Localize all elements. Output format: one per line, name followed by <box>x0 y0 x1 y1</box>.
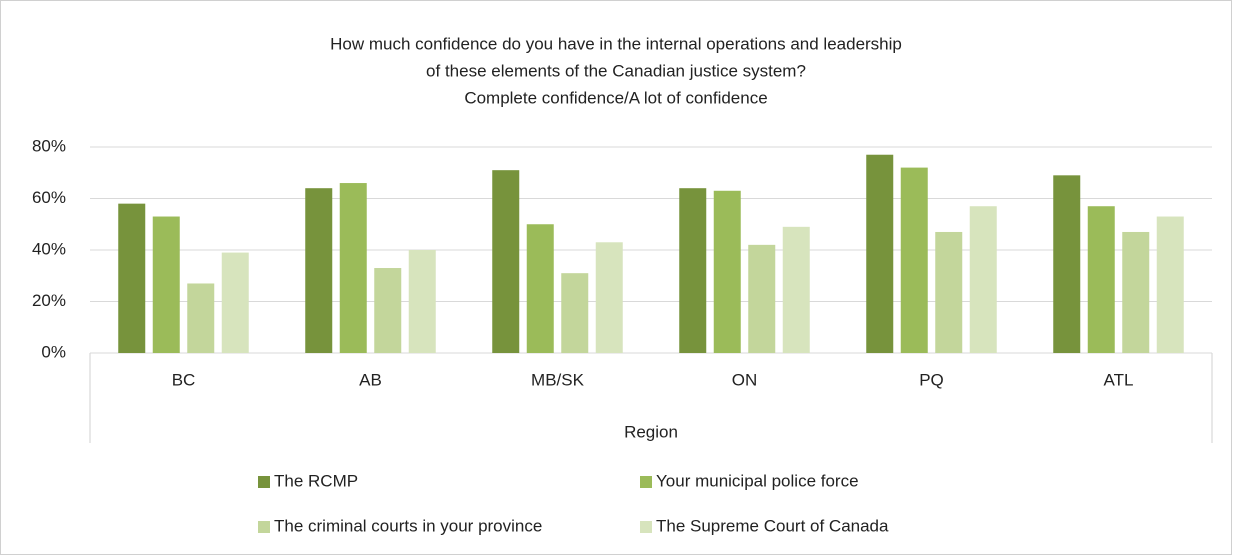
bar <box>1053 175 1081 353</box>
x-tick-label: MB/SK <box>531 370 585 389</box>
legend-swatch <box>640 521 652 533</box>
y-tick-label: 80% <box>32 136 66 155</box>
legend-label: The criminal courts in your province <box>274 516 542 535</box>
bar <box>969 206 997 353</box>
x-tick-label: ATL <box>1104 370 1134 389</box>
bar <box>679 188 707 353</box>
bar <box>595 242 623 353</box>
x-tick-label: PQ <box>919 370 944 389</box>
bar <box>1156 216 1184 353</box>
chart-title: of these elements of the Canadian justic… <box>426 61 806 80</box>
y-tick-label: 60% <box>32 188 66 207</box>
x-axis-label: Region <box>624 422 678 441</box>
legend-label: The RCMP <box>274 471 358 490</box>
bar <box>782 226 810 353</box>
x-tick-label: BC <box>172 370 196 389</box>
legend-label: Your municipal police force <box>656 471 859 490</box>
bar <box>866 154 894 353</box>
bar <box>221 252 249 353</box>
legend-swatch <box>640 476 652 488</box>
y-tick-label: 20% <box>32 291 66 310</box>
bar <box>187 283 215 353</box>
bar <box>118 203 146 353</box>
bar <box>935 231 963 353</box>
bar <box>713 190 741 353</box>
bar <box>305 188 333 353</box>
bar <box>1122 231 1150 353</box>
bar <box>748 244 776 353</box>
bar <box>900 167 928 353</box>
bar <box>408 250 436 353</box>
chart-title: Complete confidence/A lot of confidence <box>464 88 767 107</box>
bar <box>152 216 180 353</box>
x-tick-label: AB <box>359 370 382 389</box>
legend-swatch <box>258 521 270 533</box>
bar <box>339 183 367 353</box>
x-tick-label: ON <box>732 370 758 389</box>
bar <box>1087 206 1115 353</box>
bar <box>374 268 402 353</box>
y-tick-label: 0% <box>41 342 66 361</box>
y-tick-label: 40% <box>32 239 66 258</box>
bar <box>492 170 520 353</box>
chart-title: How much confidence do you have in the i… <box>330 34 902 53</box>
legend-swatch <box>258 476 270 488</box>
bar <box>526 224 554 353</box>
bar <box>561 273 589 353</box>
legend-label: The Supreme Court of Canada <box>656 516 889 535</box>
